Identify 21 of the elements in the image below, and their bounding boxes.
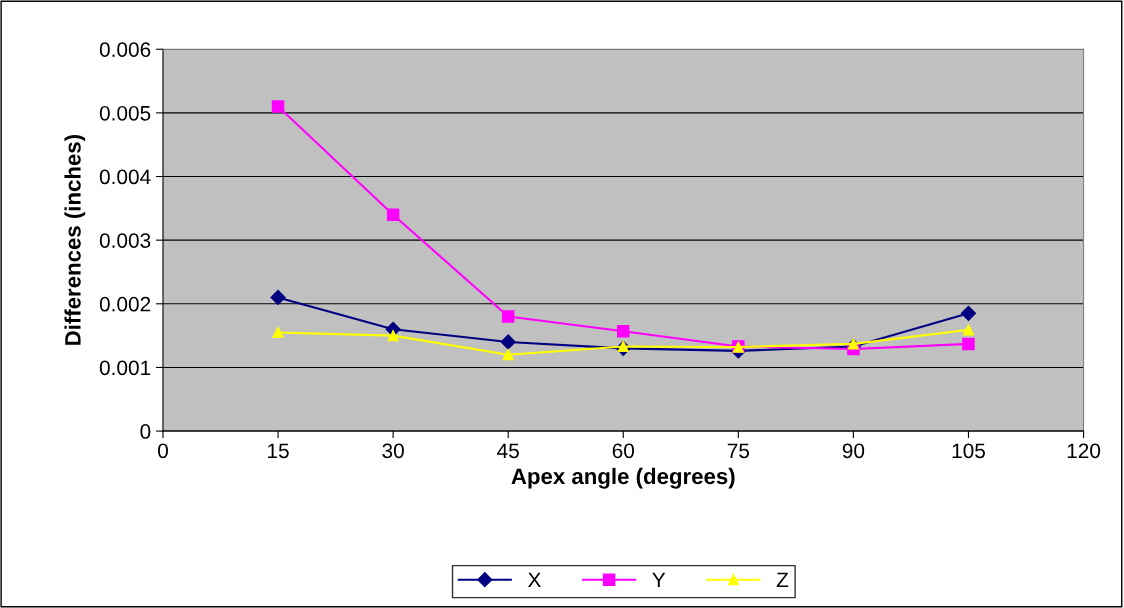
x-tick-label: 120 bbox=[1067, 443, 1101, 459]
y-tick-label: 0.002 bbox=[99, 296, 151, 312]
y-tick-label: 0 bbox=[140, 424, 151, 439]
legend-label: Y bbox=[652, 572, 666, 588]
legend-label: Z bbox=[776, 572, 789, 588]
x-axis-title: Apex angle (degrees) bbox=[511, 467, 735, 489]
y-tick-label: 0.004 bbox=[99, 169, 151, 185]
y-tick-label: 0.003 bbox=[99, 233, 151, 248]
legend-label: X bbox=[527, 572, 541, 588]
y-axis-title: Differences (inches) bbox=[64, 135, 86, 345]
x-tick-label: 45 bbox=[497, 443, 519, 459]
y-tick-label: 0.005 bbox=[99, 105, 151, 121]
x-tick-label: 90 bbox=[842, 443, 865, 459]
x-tick-label: 15 bbox=[268, 443, 289, 459]
x-tick-label: 105 bbox=[952, 443, 985, 459]
x-tick-label: 60 bbox=[612, 443, 635, 459]
x-tick-label: 75 bbox=[727, 443, 750, 459]
x-tick-label: 0 bbox=[158, 443, 168, 459]
y-tick-label: 0.001 bbox=[99, 360, 151, 376]
y-tick-label: 0.006 bbox=[99, 42, 151, 57]
x-tick-label: 30 bbox=[382, 443, 404, 459]
